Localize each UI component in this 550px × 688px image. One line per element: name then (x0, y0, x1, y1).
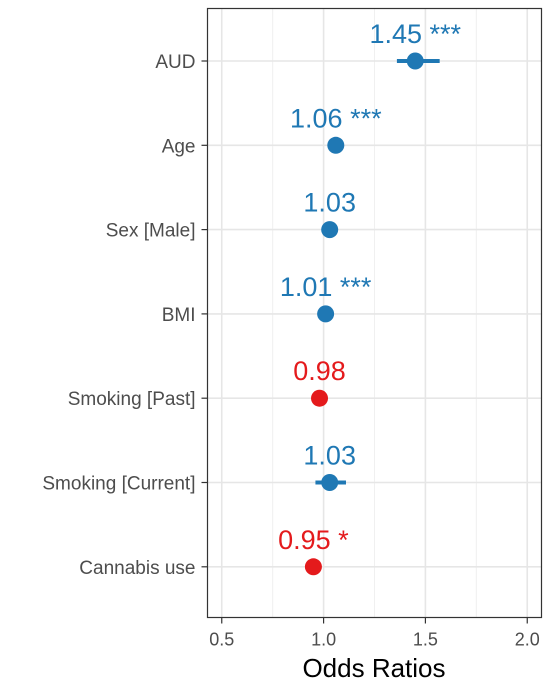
point-estimate (317, 305, 335, 323)
data-marks: 1.45 *** 1.06 *** 1.03 1.01 *** 0.98 1.03 0.95… (278, 19, 462, 576)
value-label: 1.03 (303, 441, 356, 471)
x-tick-label: 0.5 (209, 630, 234, 650)
value-label: 0.95 * (278, 525, 349, 555)
point-estimate (304, 558, 322, 576)
y-tick-label: Sex [Male] (106, 221, 196, 242)
value-label: 1.06 *** (290, 103, 382, 133)
value-label: 1.01 *** (280, 272, 372, 302)
y-axis: AUD Age Sex [Male] BMI Smoking [Past] Smoking… (42, 52, 208, 579)
point-estimate (311, 389, 329, 407)
y-tick-label: Smoking [Current] (42, 474, 195, 495)
grid (207, 8, 542, 618)
point-estimate (321, 474, 339, 491)
value-label: 1.45 *** (369, 19, 461, 49)
y-tick-label: Smoking [Past] (68, 389, 196, 410)
point-estimate (406, 52, 424, 70)
value-label: 0.98 (293, 356, 346, 386)
plot-panel-border (206, 7, 543, 619)
x-axis-title: Odds Ratios (302, 653, 445, 683)
x-tick-label: 1.5 (413, 630, 438, 650)
y-tick-label: BMI (162, 305, 196, 326)
y-tick-label: Cannabis use (79, 558, 195, 579)
x-tick-label: 2.0 (515, 630, 540, 650)
point-estimate (327, 136, 345, 154)
point-estimate (321, 221, 339, 239)
value-label: 1.03 (303, 188, 356, 218)
y-tick-label: AUD (155, 52, 195, 73)
x-tick-label: 1.0 (311, 630, 336, 650)
x-axis: 0.5 1.0 1.5 2.0 (209, 617, 540, 650)
y-tick-label: Age (162, 136, 196, 157)
